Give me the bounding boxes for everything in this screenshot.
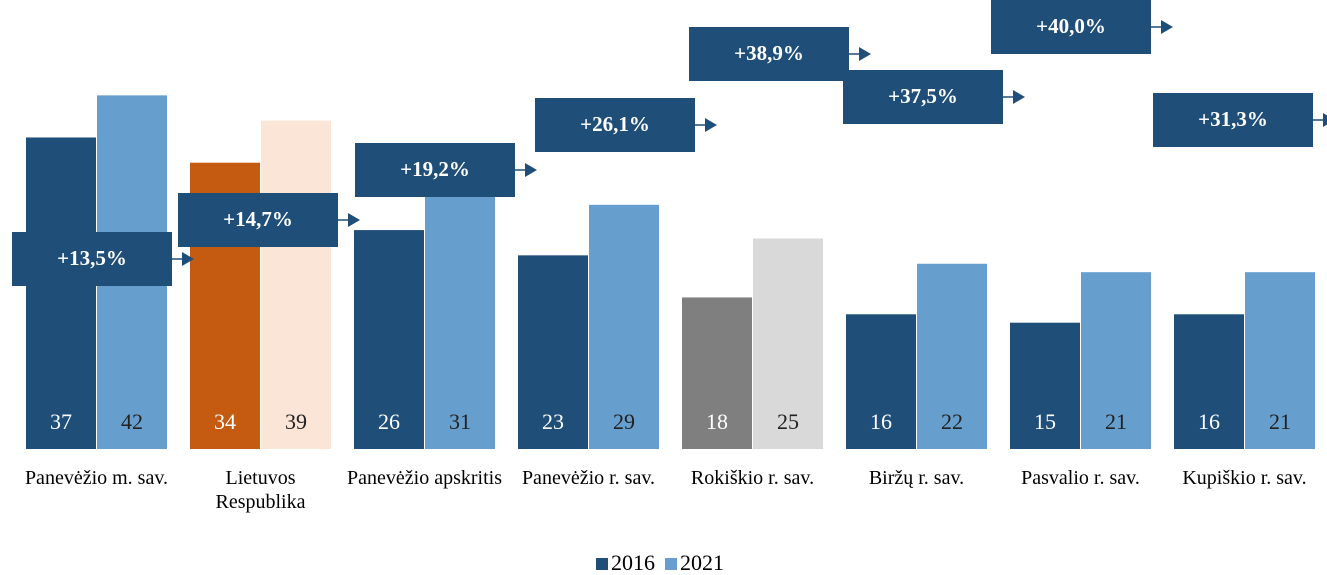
legend-label: 2021 <box>680 550 724 575</box>
annotation: +26,1% <box>580 112 650 136</box>
annotation-box <box>843 70 1003 124</box>
annotation-box <box>1153 93 1313 147</box>
x-tick-label: Panevėžio apskritis <box>347 467 502 489</box>
annotation: +14,7% <box>223 207 293 231</box>
annotation: +13,5% <box>57 246 127 270</box>
annotation-arrowhead <box>859 47 871 61</box>
bar <box>846 314 916 449</box>
bar <box>589 204 659 449</box>
legend-swatch <box>665 558 677 570</box>
value-label: 21 <box>1105 409 1127 434</box>
x-tick-label: Pasvalio r. sav. <box>1021 467 1140 489</box>
annotation-arrowhead <box>1161 20 1173 34</box>
annotation: +19,2% <box>400 157 470 181</box>
bar <box>682 297 752 449</box>
value-label: 23 <box>542 409 564 434</box>
legend-label: 2016 <box>611 550 655 575</box>
value-label: 34 <box>214 409 236 434</box>
value-label: 42 <box>121 409 143 434</box>
annotation-box <box>991 0 1151 54</box>
x-tick-label: Rokiškio r. sav. <box>690 467 815 489</box>
annotation: +31,3% <box>1198 107 1268 131</box>
bar <box>1245 272 1315 449</box>
bar <box>1010 322 1080 449</box>
annotation-box <box>355 143 515 197</box>
annotation-arrowhead <box>182 252 194 266</box>
annotation-arrowhead <box>348 213 360 227</box>
value-label: 37 <box>50 409 72 434</box>
annotation: +37,5% <box>888 84 958 108</box>
value-label: 16 <box>870 409 892 434</box>
bar <box>1081 272 1151 449</box>
x-tick-label: Biržų r. sav. <box>868 467 965 489</box>
value-label: 21 <box>1269 409 1291 434</box>
bar <box>425 187 495 450</box>
annotation-box <box>12 232 172 286</box>
annotation-arrowhead <box>525 163 537 177</box>
bar <box>354 230 424 449</box>
bar <box>261 120 331 450</box>
value-label: 26 <box>378 409 400 434</box>
bar <box>1174 314 1244 449</box>
annotation-arrowhead <box>1323 113 1327 127</box>
x-tick-label: Kupiškio r. sav. <box>1182 467 1307 489</box>
value-label: 22 <box>941 409 963 434</box>
value-label: 18 <box>706 409 728 434</box>
value-label: 31 <box>449 409 471 434</box>
x-tick-label: Panevėžio r. sav. <box>521 467 656 489</box>
annotation: +38,9% <box>734 41 804 65</box>
bar <box>917 263 987 449</box>
annotation-box <box>178 193 338 247</box>
value-label: 15 <box>1034 409 1056 434</box>
bar <box>753 238 823 449</box>
value-label: 16 <box>1198 409 1220 434</box>
bar <box>518 255 588 449</box>
bar <box>26 137 96 449</box>
annotation-box <box>535 98 695 152</box>
x-tick-label: Lietuvos Respublika <box>215 467 306 513</box>
value-label: 29 <box>613 409 635 434</box>
x-tick-label: Panevėžio m. sav. <box>24 467 169 489</box>
annotation: +40,0% <box>1036 14 1106 38</box>
value-label: 39 <box>285 409 307 434</box>
annotation-box <box>689 27 849 81</box>
legend-swatch <box>596 558 608 570</box>
value-label: 25 <box>777 409 799 434</box>
annotation-arrowhead <box>705 118 717 132</box>
annotation-arrowhead <box>1013 90 1025 104</box>
